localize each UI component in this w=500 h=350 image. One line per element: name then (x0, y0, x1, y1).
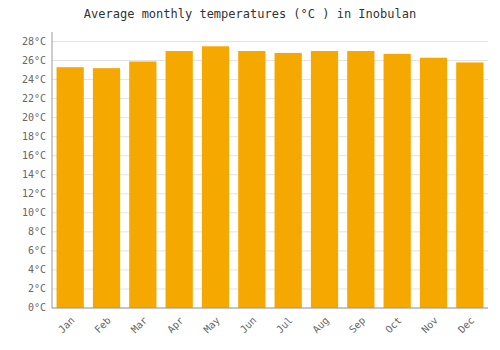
x-tick-label: Nov (419, 315, 440, 336)
page: {"chart_data": {"type": "bar", "title": … (0, 0, 500, 350)
bar (57, 67, 84, 308)
bar (311, 51, 338, 308)
y-axis: 0°C 2°C 4°C 6°C 8°C 10°C 12°C 14°C 16°C 18°C 20°C 2… (22, 32, 488, 313)
y-axis-line (52, 32, 53, 308)
x-tick-label: Jan (56, 315, 77, 336)
bar (93, 68, 120, 308)
y-tick-label: 8°C (28, 226, 46, 237)
y-tick-label: 22°C (22, 93, 46, 104)
x-tick-label: Jul (274, 315, 295, 336)
y-tick-label: 2°C (28, 283, 46, 294)
bar (202, 46, 229, 308)
bar (420, 58, 447, 308)
y-tick-label: 6°C (28, 245, 46, 256)
y-tick-label: 26°C (22, 55, 46, 66)
bar (129, 62, 156, 308)
bar (166, 51, 193, 308)
x-tick-label: Sep (347, 315, 368, 336)
x-tick-label: Feb (92, 315, 113, 336)
x-tick-label: May (201, 315, 222, 336)
y-tick-label: 16°C (22, 150, 46, 161)
x-axis-line (52, 308, 488, 309)
bar (238, 51, 265, 308)
chart: 0°C 2°C 4°C 6°C 8°C 10°C 12°C 14°C 16°C 18°C 20°C 2… (0, 0, 500, 350)
bar (347, 51, 374, 308)
y-tick-label: 4°C (28, 264, 46, 275)
y-tick-label: 20°C (22, 112, 46, 123)
grid-line (52, 308, 488, 309)
x-tick-label: Mar (129, 315, 150, 336)
y-tick-label: 12°C (22, 188, 46, 199)
x-tick-label: Aug (310, 315, 331, 336)
bars (57, 46, 484, 308)
x-tick-label: Apr (165, 315, 186, 336)
y-tick-label: 14°C (22, 169, 46, 180)
bar (384, 54, 411, 308)
y-tick-label: 10°C (22, 207, 46, 218)
x-tick-label: Oct (383, 315, 404, 336)
y-tick-label: 0°C (28, 302, 46, 313)
x-tick-label: Jun (238, 315, 259, 336)
x-axis: Jan Feb Mar Apr May Jun Jul Aug Sep Oct Nov Dec (52, 308, 488, 335)
title: Average monthly temperatures (°C ) in In… (84, 7, 416, 21)
y-tick-label: 28°C (22, 36, 46, 47)
bar (456, 62, 483, 308)
grid-line (52, 41, 488, 42)
x-tick-label: Dec (456, 315, 477, 336)
y-tick-label: 24°C (22, 74, 46, 85)
bar (275, 53, 302, 308)
y-tick-label: 18°C (22, 131, 46, 142)
